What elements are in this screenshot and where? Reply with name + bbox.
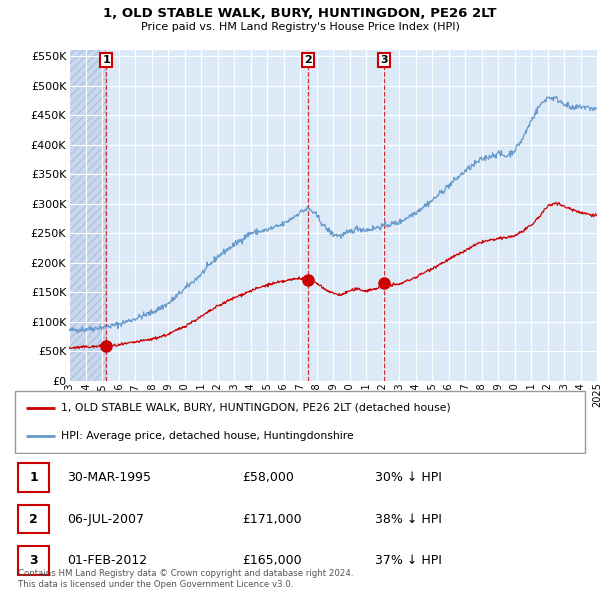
Text: 30-MAR-1995: 30-MAR-1995 — [67, 471, 151, 484]
FancyBboxPatch shape — [15, 391, 585, 453]
FancyBboxPatch shape — [18, 463, 49, 492]
FancyBboxPatch shape — [18, 546, 49, 575]
Text: 06-JUL-2007: 06-JUL-2007 — [67, 513, 144, 526]
Text: 2: 2 — [304, 55, 312, 65]
FancyBboxPatch shape — [18, 505, 49, 533]
Text: 3: 3 — [380, 55, 388, 65]
Text: 38% ↓ HPI: 38% ↓ HPI — [375, 513, 442, 526]
Text: 1, OLD STABLE WALK, BURY, HUNTINGDON, PE26 2LT: 1, OLD STABLE WALK, BURY, HUNTINGDON, PE… — [103, 7, 497, 20]
Text: 1, OLD STABLE WALK, BURY, HUNTINGDON, PE26 2LT (detached house): 1, OLD STABLE WALK, BURY, HUNTINGDON, PE… — [61, 402, 451, 412]
Text: 1: 1 — [102, 55, 110, 65]
Text: 1: 1 — [29, 471, 38, 484]
Text: £171,000: £171,000 — [242, 513, 302, 526]
Text: 3: 3 — [29, 554, 38, 567]
Text: £165,000: £165,000 — [242, 554, 302, 567]
Text: Contains HM Land Registry data © Crown copyright and database right 2024.
This d: Contains HM Land Registry data © Crown c… — [18, 569, 353, 589]
Bar — [69, 50, 106, 381]
Text: £58,000: £58,000 — [242, 471, 294, 484]
Text: 30% ↓ HPI: 30% ↓ HPI — [375, 471, 442, 484]
Text: 01-FEB-2012: 01-FEB-2012 — [67, 554, 147, 567]
Text: 2: 2 — [29, 513, 38, 526]
Text: HPI: Average price, detached house, Huntingdonshire: HPI: Average price, detached house, Hunt… — [61, 431, 354, 441]
Text: 37% ↓ HPI: 37% ↓ HPI — [375, 554, 442, 567]
Text: Price paid vs. HM Land Registry's House Price Index (HPI): Price paid vs. HM Land Registry's House … — [140, 22, 460, 32]
